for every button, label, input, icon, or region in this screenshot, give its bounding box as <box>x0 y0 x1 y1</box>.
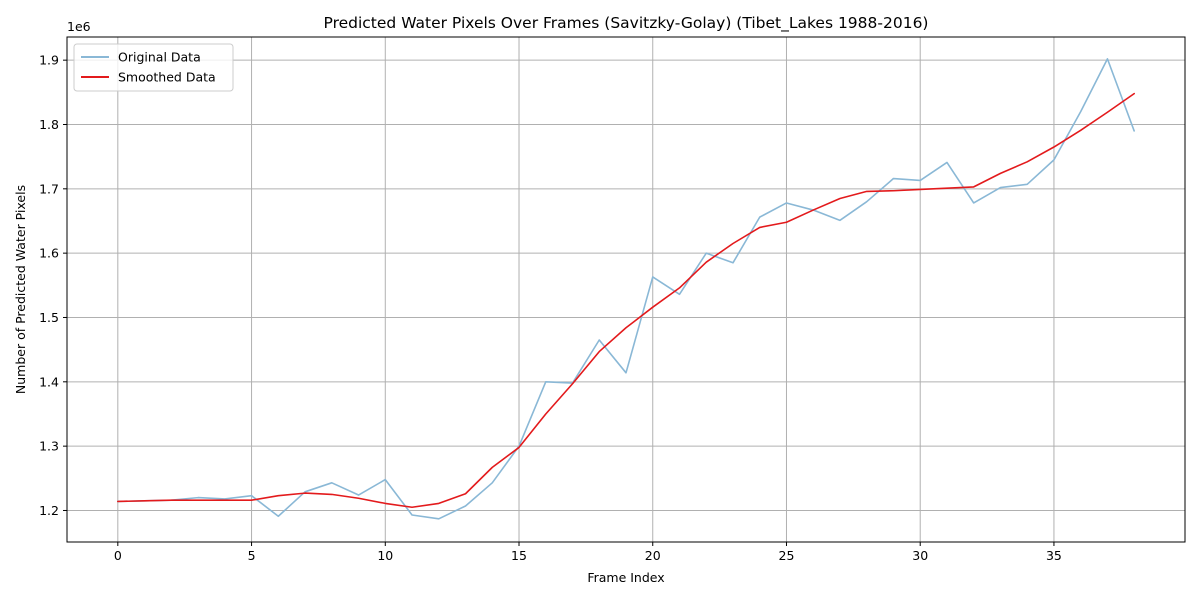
series-layer <box>117 58 1135 520</box>
y-tick-label: 1.7 <box>39 181 59 196</box>
y-tick-label: 1.2 <box>39 503 59 518</box>
y-axis-label: Number of Predicted Water Pixels <box>13 185 28 394</box>
legend: Original Data Smoothed Data <box>73 43 234 92</box>
y-axis-offset-label: 1e6 <box>67 19 91 34</box>
y-tick-label: 1.4 <box>39 374 59 389</box>
x-axis-label: Frame Index <box>587 570 664 585</box>
x-tick-label: 20 <box>645 548 661 563</box>
x-tick-label: 15 <box>511 548 527 563</box>
y-tick-label: 1.3 <box>39 439 59 454</box>
series-line-smoothed-data <box>117 92 1135 509</box>
series-line-original-data <box>117 58 1135 520</box>
y-tick-label: 1.8 <box>39 117 59 132</box>
legend-label-smoothed-data: Smoothed Data <box>118 70 216 85</box>
legend-box <box>73 43 234 92</box>
legend-label-original-data: Original Data <box>118 50 201 65</box>
x-tick-label: 0 <box>114 548 122 563</box>
x-tick-label: 5 <box>248 548 256 563</box>
x-tick-label: 25 <box>779 548 795 563</box>
y-tick-label: 1.6 <box>39 246 59 261</box>
chart-title: Predicted Water Pixels Over Frames (Savi… <box>324 14 929 33</box>
x-tick-label: 30 <box>912 548 928 563</box>
x-tick-label: 35 <box>1046 548 1062 563</box>
y-tick-label: 1.9 <box>39 53 59 68</box>
plot-area-frame <box>66 36 1186 543</box>
axis-ticks: 0 5 10 15 20 25 30 35 1.2 1.3 1.4 1.5 1.6 1.7 1.8 1.9 <box>39 53 1062 563</box>
grid-lines <box>67 37 1185 542</box>
x-tick-label: 10 <box>377 548 393 563</box>
y-tick-label: 1.5 <box>39 310 59 325</box>
